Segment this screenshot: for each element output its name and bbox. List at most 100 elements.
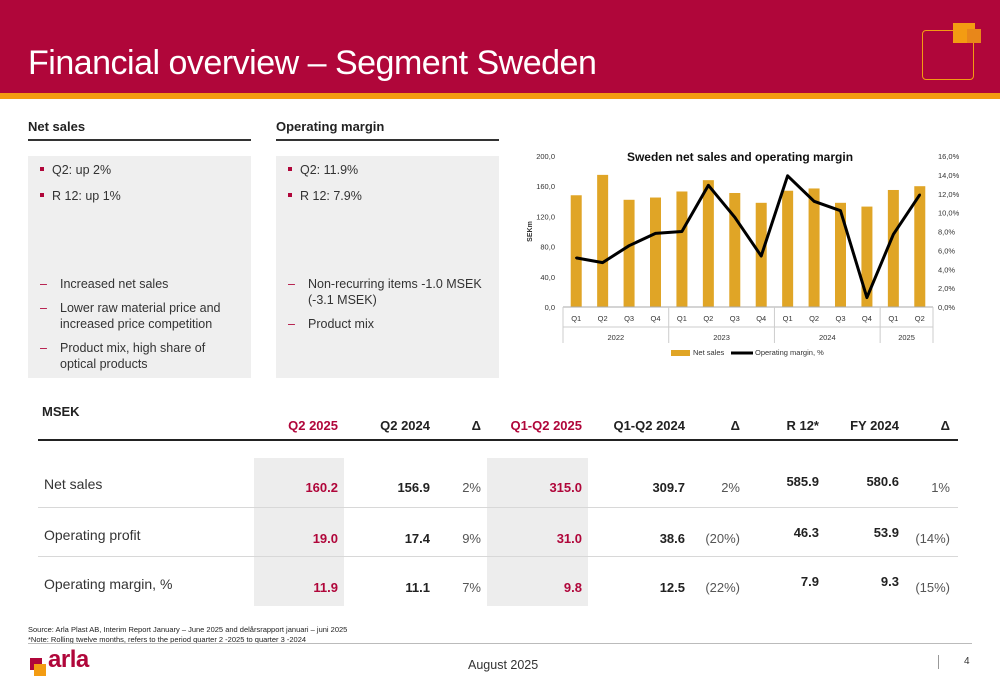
header-accent-stripe [0,93,1000,99]
col-header: Δ [940,418,950,433]
table-cell: 160.2 [305,480,338,495]
bar [650,197,661,307]
operating-margin-line [575,174,922,300]
table-cell: 7.9 [800,574,819,589]
operating-margin-panel: Q2: 11.9% R 12: 7.9% – Non-recurring item… [276,156,499,378]
table-cell: 9.3 [880,574,899,589]
line-point [760,254,763,258]
line-point [812,200,816,203]
table-header-rule [38,439,958,441]
x-group-label: 2022 [608,333,625,342]
bar [676,191,688,307]
logo-square-icon [34,664,46,676]
operating-margin-heading: Operating margin [276,119,385,134]
list-item: – Product mix [288,317,374,331]
highlight-column [487,458,588,606]
table-cell: 19.0 [312,531,338,546]
y-tick-right: 14,0% [938,171,960,180]
table-cell: 2% [462,480,481,495]
operating-margin-divider [276,139,499,141]
chart-title: Sweden net sales and operating margin [627,150,853,164]
sweden-chart: Sweden net sales and operating margin SEK… [505,142,995,367]
row-divider [38,507,958,508]
line-point [601,261,604,264]
y-tick-left: 160,0 [536,182,555,191]
table-cell: 11.9 [313,580,338,595]
y-tick-right: 4,0% [938,265,955,274]
y-tick-right: 10,0% [938,209,960,218]
table-cell: 31.0 [556,531,582,546]
bar [861,206,873,307]
chart-svg: Sweden net sales and operating margin SEK… [527,150,960,357]
net-sales-divider [28,139,251,141]
table-cell: 156.9 [397,480,430,495]
operating-margin-bullets: Q2: 11.9% R 12: 7.9% [288,162,362,214]
table-cell: 309.7 [652,480,685,495]
list-item: – Lower raw material price and increased … [40,301,221,331]
bar [835,202,846,307]
header-banner [0,0,1000,93]
x-tick-label: Q4 [650,314,660,323]
table-cell: 2% [721,480,740,495]
x-tick-label: Q3 [835,314,845,323]
footer-separator [938,655,939,669]
row-label: Net sales [44,476,103,492]
table-unit-label: MSEK [42,404,80,419]
row-label: Operating margin, % [44,576,173,592]
table-cell: 11.1 [405,580,430,595]
line-point [865,296,869,299]
table-cell: 38.6 [659,531,685,546]
x-tick-label: Q2 [915,314,925,323]
table-cell: (20%) [705,531,740,546]
x-tick-label: Q2 [809,314,819,323]
table-cell: 53.9 [873,525,899,540]
col-header: R 12* [786,418,819,433]
y-tick-left: 200,0 [536,152,555,161]
y-tick-right: 16,0% [938,152,960,161]
table-cell: (22%) [705,580,740,595]
y-tick-right: 12,0% [938,190,960,199]
x-group-label: 2024 [819,333,836,342]
line-point [680,230,684,233]
col-header: Δ [471,418,481,433]
line-point [627,244,631,247]
legend-swatch-net-sales [671,350,690,356]
legend-label: Net sales [693,348,725,357]
corner-logo-icon [922,23,981,80]
bar [702,180,714,307]
highlight-column [254,458,344,606]
y-tick-right: 2,0% [938,284,955,293]
col-header: Q2 2024 [380,418,430,433]
table-cell: 17.4 [404,531,430,546]
col-header: Q1-Q2 2025 [510,418,582,433]
line-point [839,209,842,212]
col-header: Q1-Q2 2024 [613,418,685,433]
table-cell: (15%) [915,580,950,595]
table-cell: 46.3 [793,525,819,540]
list-item: Q2: up 2% [40,162,121,178]
x-tick-label: Q3 [624,314,634,323]
x-group-label: 2023 [713,333,730,342]
page-number: 4 [964,656,970,667]
col-header: FY 2024 [850,418,899,433]
footer-rule [28,643,972,644]
footer-date: August 2025 [468,658,539,672]
net-sales-bullets: Q2: up 2% R 12: up 1% [40,162,121,214]
list-item: – Increased net sales [40,277,169,291]
source-note: Source: Arla Plast AB, Interim Report Ja… [28,625,348,644]
net-sales-heading: Net sales [28,119,86,134]
x-tick-label: Q1 [677,314,687,323]
page-title: Financial overview – Segment Sweden [28,44,597,82]
list-item: – Non-recurring items -1.0 MSEK (-3.1 MSE… [288,277,482,307]
bar [623,199,635,307]
row-divider [38,556,958,557]
list-item: R 12: up 1% [40,188,121,204]
bar [887,189,899,307]
y-tick-left: 120,0 [536,212,555,221]
y-tick-left: 0,0 [545,303,555,312]
table-cell: (14%) [915,531,950,546]
y-tick-right: 6,0% [938,246,955,255]
line-point [918,193,921,196]
x-group-label: 2025 [898,333,915,342]
x-tick-label: Q4 [862,314,872,323]
